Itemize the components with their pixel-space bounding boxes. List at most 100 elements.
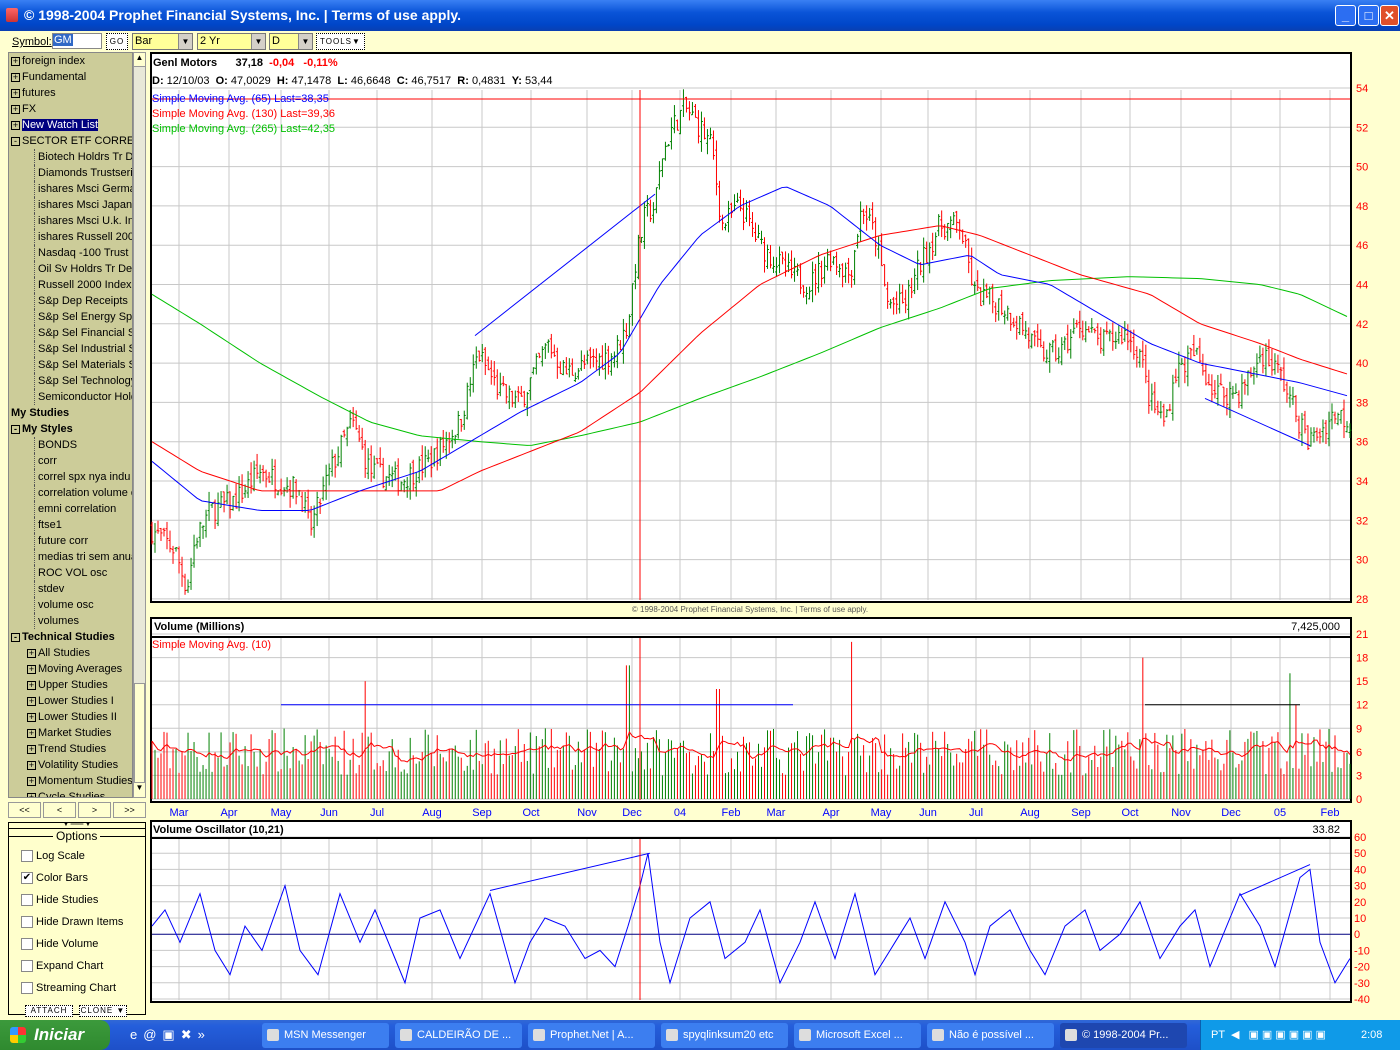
expand-icon[interactable]: + — [11, 119, 20, 130]
tree-item[interactable]: stdev — [34, 581, 64, 597]
checkbox-icon[interactable] — [21, 850, 33, 863]
tree-item[interactable]: + Moving Averages — [27, 661, 122, 677]
tree-item[interactable]: S&p Sel Materials Sp — [34, 357, 132, 373]
expand-icon[interactable]: + — [27, 775, 36, 786]
nav-button[interactable]: << — [8, 802, 41, 818]
expand-icon[interactable]: + — [11, 103, 20, 114]
tree-item[interactable]: My Studies — [11, 405, 69, 421]
nav-button[interactable]: >> — [113, 802, 146, 818]
option-checkbox[interactable]: Hide Drawn Items — [21, 915, 123, 929]
nav-button[interactable]: > — [78, 802, 111, 818]
tree-scrollbar[interactable]: ▲ ▼ — [133, 52, 146, 798]
expand-icon[interactable]: + — [27, 647, 36, 658]
go-button[interactable]: GO — [106, 33, 128, 50]
quick-launch[interactable]: e@▣✖» — [130, 1027, 211, 1042]
sma265-legend[interactable]: Simple Moving Avg. (265) Last=42,35 — [152, 123, 335, 135]
tree-item[interactable]: corr — [34, 453, 57, 469]
tree-item[interactable]: - Technical Studies — [11, 629, 115, 645]
tree-item[interactable]: future corr — [34, 533, 88, 549]
oscillator-chart-panel[interactable] — [150, 820, 1352, 1003]
tree-item[interactable]: + New Watch List — [11, 117, 99, 133]
scroll-thumb[interactable] — [134, 683, 145, 783]
tree-item[interactable]: ishares Msci U.k. Ind — [34, 213, 132, 229]
attach-button[interactable]: ATTACH — [25, 1005, 73, 1017]
tree-item[interactable]: Russell 2000 Index — [34, 277, 132, 293]
interval-select[interactable]: D ▼ — [269, 33, 313, 50]
option-checkbox[interactable]: Streaming Chart — [21, 981, 116, 995]
tree-item[interactable]: + All Studies — [27, 645, 90, 661]
sma65-legend[interactable]: Simple Moving Avg. (65) Last=38,35 — [152, 93, 329, 105]
collapse-icon[interactable]: - — [11, 136, 20, 146]
tree-item[interactable]: ishares Msci Japan I — [34, 197, 132, 213]
period-select[interactable]: 2 Yr ▼ — [197, 33, 266, 50]
expand-icon[interactable]: + — [11, 87, 20, 98]
tray-icons[interactable]: ◀ ▣▣▣▣▣▣ — [1231, 1029, 1329, 1041]
minimize-button[interactable]: _ — [1335, 5, 1356, 26]
collapse-icon[interactable]: - — [11, 632, 20, 642]
tree-item[interactable]: Diamonds Trustserie — [34, 165, 132, 181]
tree-item[interactable]: ftse1 — [34, 517, 62, 533]
expand-icon[interactable]: + — [27, 663, 36, 674]
tools-button[interactable]: TOOLS▼ — [316, 33, 365, 50]
tree-item[interactable]: + FX — [11, 101, 36, 117]
symbol-tree[interactable]: + foreign index + Fundamental + futures + FX + Ne… — [8, 52, 133, 798]
nav-button[interactable]: < — [43, 802, 76, 818]
tree-item[interactable]: S&p Sel Financial Sp — [34, 325, 132, 341]
sma130-legend[interactable]: Simple Moving Avg. (130) Last=39,36 — [152, 108, 335, 120]
expand-icon[interactable]: + — [27, 679, 36, 690]
tree-item[interactable]: S&p Sel Industrial Sp — [34, 341, 132, 357]
expand-icon[interactable]: + — [11, 71, 20, 82]
tree-item[interactable]: -SECTOR ETF CORRELA — [11, 133, 132, 149]
option-checkbox[interactable]: Expand Chart — [21, 959, 103, 973]
tree-item[interactable]: + Lower Studies I — [27, 693, 114, 709]
checkbox-icon[interactable] — [21, 938, 33, 951]
tree-item[interactable]: ishares Russell 2000 — [34, 229, 132, 245]
language-indicator[interactable]: PT — [1211, 1029, 1226, 1041]
tree-item[interactable]: correl spx nya indu 5 — [34, 469, 132, 485]
tree-item[interactable]: + Lower Studies II — [27, 709, 117, 725]
tree-item[interactable]: S&p Sel Technology — [34, 373, 132, 389]
tree-item[interactable]: ROC VOL osc — [34, 565, 107, 581]
expand-icon[interactable]: + — [27, 727, 36, 738]
checkbox-icon[interactable] — [21, 894, 33, 907]
tree-item[interactable]: + futures — [11, 85, 56, 101]
tree-item[interactable]: + foreign index — [11, 53, 85, 69]
tree-item[interactable]: + Trend Studies — [27, 741, 106, 757]
taskbar-button[interactable]: Microsoft Excel ... — [794, 1023, 921, 1048]
price-chart-panel[interactable] — [150, 52, 1352, 603]
checkbox-icon[interactable] — [21, 916, 33, 929]
expand-icon[interactable]: + — [27, 743, 36, 754]
collapse-icon[interactable]: - — [11, 424, 20, 434]
tree-item[interactable]: volume osc — [34, 597, 94, 613]
tree-item[interactable]: Biotech Holdrs Tr De — [34, 149, 132, 165]
tree-item[interactable]: + Upper Studies — [27, 677, 108, 693]
option-checkbox[interactable]: Hide Studies — [21, 893, 98, 907]
tree-item[interactable]: + Momentum Studies — [27, 773, 132, 789]
option-checkbox[interactable]: Log Scale — [21, 849, 85, 863]
volume-sma-legend[interactable]: Simple Moving Avg. (10) — [152, 639, 272, 651]
tree-item[interactable]: BONDS — [34, 437, 77, 453]
tree-item[interactable]: Oil Sv Holdrs Tr Dep — [34, 261, 132, 277]
tree-item[interactable]: + Cycle Studies — [27, 789, 105, 797]
tree-item[interactable]: Semiconductor Holdr — [34, 389, 132, 405]
checkbox-icon[interactable]: ✔ — [21, 872, 33, 885]
option-checkbox[interactable]: Hide Volume — [21, 937, 98, 951]
checkbox-icon[interactable] — [21, 982, 33, 995]
expand-icon[interactable]: + — [27, 759, 36, 770]
tree-item[interactable]: medias tri sem anual — [34, 549, 132, 565]
expand-icon[interactable]: + — [27, 792, 36, 797]
expand-icon[interactable]: + — [27, 711, 36, 722]
tree-item[interactable]: S&p Dep Receipts — [34, 293, 128, 309]
close-button[interactable]: ✕ — [1380, 5, 1399, 26]
tree-item[interactable]: correlation volume o — [34, 485, 132, 501]
panel-splitter[interactable]: ▼ ═══ ▼ — [9, 822, 145, 829]
taskbar-button[interactable]: Não é possível ... — [927, 1023, 1054, 1048]
taskbar-button[interactable]: MSN Messenger — [262, 1023, 389, 1048]
tree-item[interactable]: + Fundamental — [11, 69, 86, 85]
expand-icon[interactable]: + — [27, 695, 36, 706]
expand-icon[interactable]: + — [11, 55, 20, 66]
tree-item[interactable]: ishares Msci Germar — [34, 181, 132, 197]
tree-item[interactable]: emni correlation — [34, 501, 116, 517]
scroll-down-icon[interactable]: ▼ — [134, 783, 145, 797]
symbol-input[interactable]: GM — [52, 33, 102, 49]
